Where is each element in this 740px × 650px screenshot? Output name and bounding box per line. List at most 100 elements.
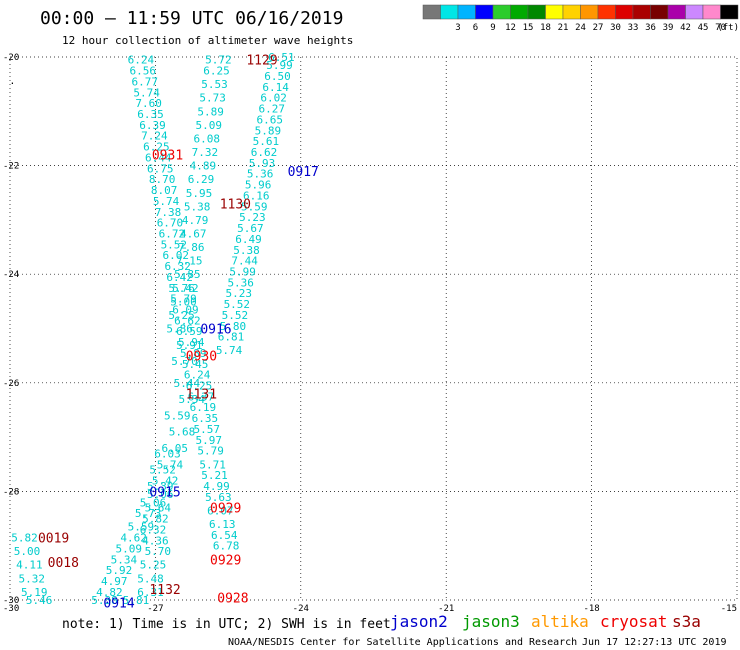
x-tick-label-1: -27 (147, 604, 163, 614)
x-tick-label-0: -30 (3, 604, 19, 614)
x-tick-labels: -30 -27 -24 -21 -18 -15 (3, 604, 737, 614)
scale-swatch-0 (422, 4, 441, 20)
scale-label-7: 24 (575, 23, 586, 33)
swh-point-23: 6.09 (172, 303, 199, 316)
swh-points: 6.246.566.775.747.606.356.397.246.256.44… (9, 51, 294, 607)
swh-point-58: 4.67 (180, 227, 207, 240)
swh-point-87: 5.36 (227, 276, 254, 289)
scale-swatch-2 (457, 4, 476, 20)
swh-point-69: 6.14 (262, 81, 289, 94)
pass-label-9: 0019 (38, 532, 69, 547)
swh-point-97: 5.34 (179, 393, 206, 406)
y-tick-labels: -20 -22 -24 -26 -28 -30 (3, 53, 19, 606)
swh-point-124: 6.31 (137, 586, 164, 599)
footer-timestamp: Jun 17 12:27:13 UTC 2019 (582, 637, 727, 648)
swh-point-17: 5.52 (161, 238, 188, 251)
swh-point-88: 5.23 (226, 287, 253, 300)
swh-point-27: 5.89 (180, 347, 207, 360)
scale-swatch-6 (527, 4, 546, 20)
swh-point-115: 5.92 (106, 564, 133, 577)
chart-title: 00:00 – 11:59 UTC 06/16/2019 (40, 8, 343, 29)
scale-swatch-8 (562, 4, 581, 20)
plot-border (9, 56, 738, 601)
legend-item-jason2: jason2 (390, 612, 448, 631)
plot-grid (9, 56, 738, 601)
swh-point-85: 7.44 (231, 255, 258, 268)
swh-point-110: 5.73 (135, 507, 162, 520)
swh-point-37: 5.71 (199, 458, 226, 471)
pass-label-8: 0929 (210, 502, 241, 517)
scale-swatch-15 (685, 4, 704, 20)
swh-point-55: 5.95 (186, 187, 213, 200)
swh-point-120: 4.36 (142, 534, 169, 547)
swh-point-65: 5.86 (166, 323, 193, 336)
scale-swatch-11 (615, 4, 634, 20)
swh-point-117: 4.82 (96, 586, 123, 599)
swh-point-14: 7.38 (155, 206, 182, 219)
pass-label-4: 0916 (200, 323, 231, 338)
swh-point-21: 5.76 (168, 282, 195, 295)
scale-swatch-7 (545, 4, 564, 20)
swh-point-91: 5.80 (220, 320, 247, 333)
swh-point-41: 6.07 (207, 504, 234, 517)
swh-point-44: 6.78 (213, 540, 240, 553)
swh-point-32: 6.19 (190, 401, 217, 414)
swh-color-scale: 3 6 9 12 15 18 21 24 27 30 33 36 39 42 45 70(ft) (422, 4, 739, 33)
legend-item-jason3: jason3 (462, 612, 520, 631)
pass-label-5: 0930 (186, 350, 217, 365)
scale-swatch-3 (475, 4, 494, 20)
swh-point-78: 5.96 (245, 179, 272, 192)
scale-label-12: 39 (663, 23, 674, 33)
swh-point-114: 5.34 (111, 553, 138, 566)
scale-label-3: 12 (505, 23, 516, 33)
swh-point-38: 5.21 (201, 469, 228, 482)
scale-swatch-16 (702, 4, 721, 20)
swh-point-59: 7.86 (178, 241, 205, 254)
swh-point-112: 4.62 (120, 532, 147, 545)
scale-swatch-1 (440, 4, 459, 20)
swh-point-119: 6.32 (140, 523, 167, 536)
swh-point-79: 6.16 (243, 189, 270, 202)
swh-point-84: 5.38 (233, 244, 260, 257)
swh-point-125: 5.81 (123, 594, 150, 607)
footer-credit: NOAA/NESDIS Center for Satellite Applica… (228, 637, 577, 648)
swh-point-43: 6.54 (211, 529, 238, 542)
swh-point-12: 8.07 (151, 184, 178, 197)
swh-point-61: 5.85 (174, 268, 201, 281)
pass-label-1: 0931 (152, 149, 183, 164)
y-tick-label-4: -28 (3, 487, 19, 497)
swh-point-103: 5.06 (147, 488, 174, 501)
swh-point-122: 5.25 (140, 559, 167, 572)
swh-point-39: 4.99 (203, 480, 230, 493)
swh-point-13: 5.74 (153, 195, 180, 208)
scale-swatch-4 (492, 4, 511, 20)
swh-point-130: 5.19 (21, 586, 48, 599)
satellite-legend: jason2 jason3 altika cryosat s3a (390, 612, 701, 631)
swh-point-46: 6.25 (203, 65, 230, 78)
swh-point-10: 6.75 (147, 162, 174, 175)
swh-point-131: 5.46 (26, 594, 53, 607)
scale-label-15: 70 (715, 23, 726, 33)
swh-point-106: 6.03 (154, 447, 181, 460)
swh-point-126: 5.82 (11, 532, 38, 545)
pass-label-2: 0917 (288, 165, 319, 180)
swh-point-77: 5.36 (247, 168, 274, 181)
y-tick-label-0: -20 (3, 53, 19, 63)
swh-point-18: 6.02 (163, 249, 190, 262)
scale-swatch-14 (667, 4, 686, 20)
swh-point-42: 6.13 (209, 518, 236, 531)
swh-point-66: 6.51 (268, 51, 295, 64)
swh-point-67: 5.99 (266, 59, 293, 72)
scale-label-9: 30 (610, 23, 621, 33)
swh-point-48: 5.73 (199, 92, 226, 105)
legend-item-altika: altika (531, 612, 589, 631)
swh-point-63: 5.00 (170, 295, 197, 308)
swh-point-101: 5.74 (157, 458, 184, 471)
scale-swatch-10 (597, 4, 616, 20)
swh-point-25: 6.59 (176, 325, 203, 338)
swh-point-89: 5.52 (224, 298, 251, 311)
scale-label-11: 36 (645, 23, 656, 33)
pass-label-3: 1130 (220, 198, 251, 213)
swh-point-68: 6.50 (264, 70, 291, 83)
